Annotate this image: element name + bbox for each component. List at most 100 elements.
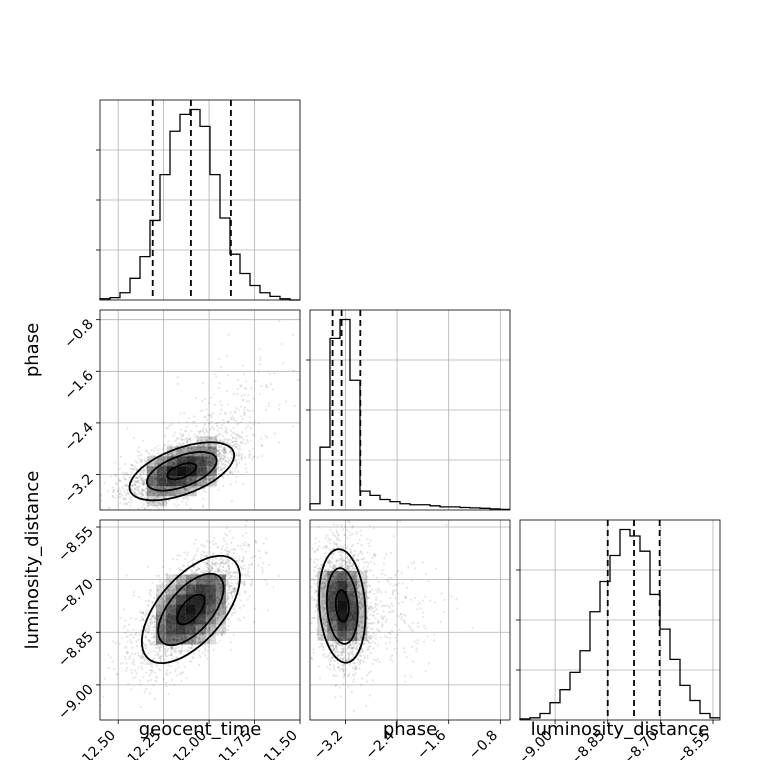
sample-point (141, 439, 144, 443)
sample-point (126, 488, 129, 492)
sample-point (184, 501, 188, 504)
sample-point (213, 470, 216, 473)
sample-point (216, 641, 219, 645)
sample-point (191, 454, 194, 457)
sample-point (131, 479, 135, 483)
sample-point (98, 619, 100, 621)
sample-point (202, 633, 205, 636)
sample-point (177, 442, 180, 445)
density-cell (185, 604, 196, 615)
sample-point (199, 449, 202, 452)
sample-point (150, 664, 153, 667)
sample-point (185, 425, 189, 428)
sample-point (189, 641, 193, 644)
sample-point (185, 440, 188, 443)
sample-point (218, 433, 221, 436)
sample-point (157, 444, 160, 447)
sample-point (230, 576, 233, 579)
sample-point (192, 656, 195, 660)
sample-point (138, 492, 141, 495)
sample-point (252, 422, 255, 425)
sample-point (227, 573, 230, 576)
sample-point (252, 409, 255, 412)
sample-point (229, 429, 233, 432)
density-cell (215, 584, 226, 595)
sample-point (133, 483, 136, 487)
sample-point (323, 581, 326, 585)
sample-point (151, 614, 155, 617)
sample-point (227, 421, 230, 424)
sample-point (154, 646, 157, 650)
sample-point (215, 612, 218, 615)
sample-point (124, 646, 127, 649)
sample-point (218, 567, 221, 570)
sample-point (201, 544, 205, 547)
sample-point (161, 635, 164, 639)
sample-point (208, 468, 211, 471)
sample-point (230, 574, 234, 578)
y-tick-label: −1.6 (61, 368, 96, 403)
sample-point (129, 467, 132, 470)
sample-point (230, 548, 234, 551)
sample-point (208, 414, 211, 417)
sample-point (140, 461, 143, 464)
sample-point (176, 580, 179, 583)
sample-point (224, 574, 227, 578)
sample-point (140, 491, 143, 494)
sample-point (217, 488, 220, 491)
sample-point (103, 677, 106, 680)
sample-point (223, 449, 226, 452)
sample-point (153, 657, 156, 660)
sample-point (212, 552, 215, 555)
sample-point (246, 440, 250, 444)
sample-point (218, 583, 221, 586)
sample-point (189, 577, 192, 580)
sample-point (195, 424, 198, 428)
sample-point (187, 434, 190, 437)
sample-point (211, 562, 214, 565)
sample-point (228, 584, 231, 588)
density-cell (205, 624, 216, 635)
sample-point (168, 647, 171, 650)
sample-point (169, 568, 172, 571)
sample-point (150, 636, 153, 639)
sample-point (152, 456, 155, 459)
sample-point (192, 444, 196, 447)
sample-point (173, 602, 177, 605)
sample-point (147, 501, 151, 505)
sample-point (166, 578, 170, 581)
sample-point (202, 445, 205, 448)
sample-point (183, 438, 186, 441)
sample-point (216, 455, 219, 458)
sample-point (149, 622, 152, 625)
sample-point (189, 486, 192, 489)
sample-point (214, 564, 217, 567)
sample-point (234, 466, 238, 470)
sample-point (236, 433, 239, 437)
sample-point (162, 448, 165, 451)
sample-point (134, 669, 137, 672)
sample-point (226, 559, 229, 562)
sample-point (179, 492, 182, 495)
sample-point (204, 554, 207, 557)
sample-point (183, 580, 186, 583)
sample-point (197, 641, 200, 645)
sample-point (151, 473, 154, 477)
sample-point (208, 627, 211, 630)
sample-point (216, 568, 220, 571)
sample-point (162, 677, 165, 681)
sample-point (186, 490, 190, 493)
sample-point (187, 640, 190, 643)
sample-point (143, 481, 147, 485)
sample-point (166, 673, 169, 676)
sample-point (131, 484, 134, 488)
sample-point (216, 578, 219, 582)
sample-point (208, 623, 211, 627)
sample-point (209, 477, 212, 480)
sample-point (151, 635, 155, 639)
sample-point (230, 541, 233, 544)
sample-point (123, 491, 127, 494)
sample-point (219, 593, 222, 596)
sample-point (239, 599, 243, 602)
sample-point (219, 412, 222, 415)
